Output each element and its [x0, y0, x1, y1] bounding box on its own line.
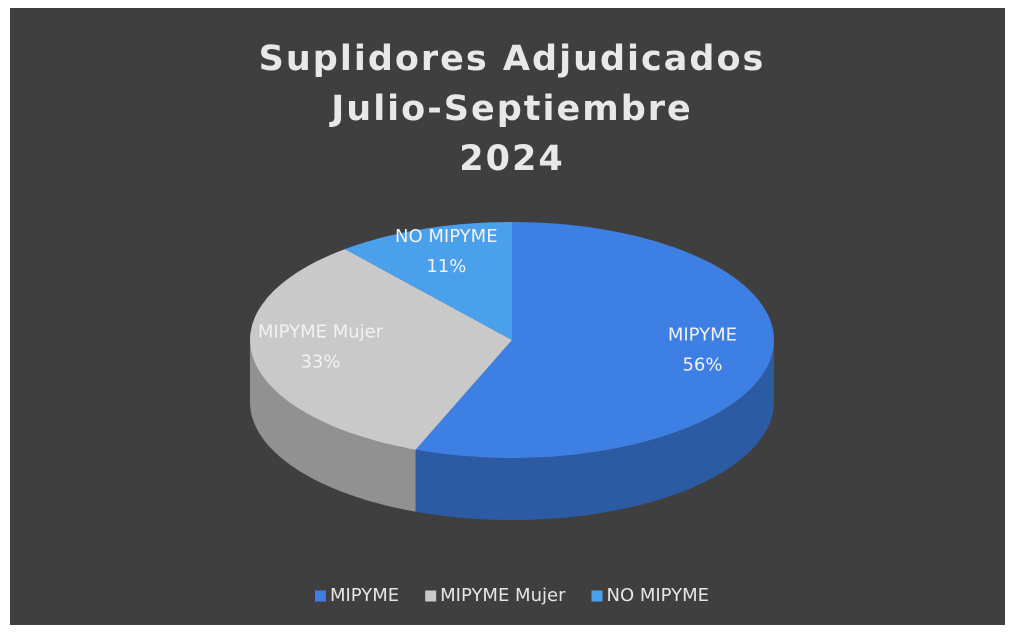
legend-swatch	[425, 590, 437, 602]
slice-side	[250, 340, 416, 512]
legend-swatch	[314, 590, 326, 602]
legend-swatch	[591, 590, 603, 602]
legend-label: MIPYME	[330, 585, 399, 606]
chart-title: Suplidores Adjudicados	[259, 39, 766, 79]
data-label: MIPYME	[668, 324, 737, 345]
slice-side	[415, 340, 774, 520]
legend-label: MIPYME Mujer	[440, 585, 566, 606]
data-label: 56%	[682, 354, 722, 375]
data-label: 33%	[300, 352, 340, 373]
data-label: 11%	[426, 256, 466, 277]
legend-label: NO MIPYME	[606, 585, 709, 606]
slice	[345, 222, 512, 340]
chart-title: 2024	[459, 139, 564, 179]
slice	[415, 222, 774, 458]
chart-title: Julio-Septiembre	[329, 89, 693, 129]
data-label: NO MIPYME	[395, 226, 498, 247]
data-label: MIPYME Mujer	[258, 322, 384, 343]
slice	[250, 249, 512, 450]
legend: MIPYME MIPYME Mujer NO MIPYME	[314, 585, 709, 606]
